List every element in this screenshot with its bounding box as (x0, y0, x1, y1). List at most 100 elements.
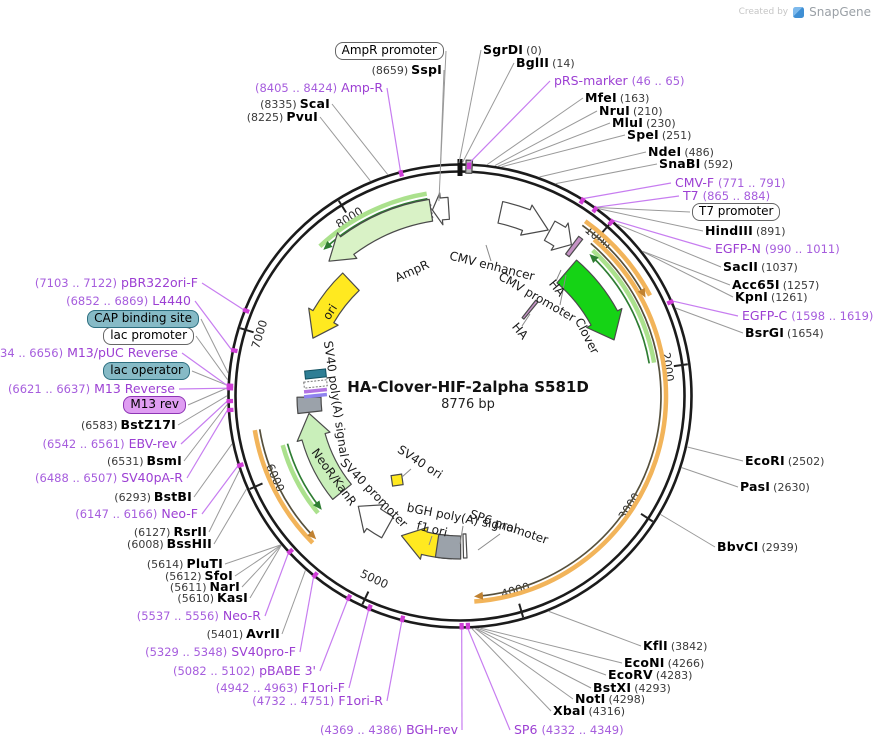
sv40-ori-feature[interactable] (390, 473, 404, 487)
label-sacii[interactable]: SacII (1037) (723, 259, 798, 274)
label-pasi[interactable]: PasI (2630) (740, 479, 810, 494)
tick-label: 5000 (358, 566, 390, 591)
callout-line (186, 409, 228, 479)
label-f1ori-r[interactable]: (4732 .. 4751) F1ori-R (252, 693, 383, 708)
label-t7[interactable]: T7 (865 .. 884) (683, 188, 771, 203)
label-mlui[interactable]: MluI (230) (612, 115, 676, 130)
primer-site-tick (398, 169, 404, 178)
label-amp-r[interactable]: (8405 .. 8424) Amp-R (255, 80, 383, 95)
primer-site-tick (366, 603, 373, 612)
label-egfp-n[interactable]: EGFP-N (990 .. 1011) (715, 241, 840, 256)
label-econi[interactable]: EcoNI (4266) (624, 655, 705, 670)
label-acc65i[interactable]: Acc65I (1257) (732, 277, 820, 292)
label-bbvci[interactable]: BbvCI (2939) (717, 539, 799, 554)
callout-line (480, 627, 623, 664)
label-snabi[interactable]: SnaBI (592) (659, 156, 734, 171)
ampr-feature[interactable] (328, 198, 434, 262)
label-nrui[interactable]: NruI (210) (599, 103, 663, 118)
callout-line (612, 219, 712, 250)
callout-line (201, 282, 244, 311)
label-scai[interactable]: (8335) ScaI (260, 96, 330, 111)
label-bstbi[interactable]: (6293) BstBI (114, 489, 192, 504)
label-sp6[interactable]: SP6 (4332 .. 4349) (514, 722, 624, 737)
label-f1ori-f[interactable]: (4942 .. 4963) F1ori-F (215, 680, 345, 695)
label-bsrgi[interactable]: BsrGI (1654) (745, 325, 824, 340)
label-bsmi[interactable]: (6531) BsmI (106, 453, 182, 468)
label-nari[interactable]: (5611) NarI (169, 579, 240, 594)
label-sfoi[interactable]: (5612) SfoI (164, 568, 233, 583)
callout-line (319, 599, 349, 672)
label-ecorv[interactable]: EcoRV (4283) (608, 667, 693, 682)
label-kasi[interactable]: (5610) KasI (177, 590, 248, 605)
label-prs-marker[interactable]: pRS-marker (46 .. 65) (554, 73, 685, 88)
sp6-promoter-feature[interactable] (462, 533, 468, 559)
label-pbabe-3[interactable]: (5082 .. 5102) pBABE 3' (172, 663, 316, 678)
callout-line (681, 467, 739, 488)
watermark: Created by SnapGene (739, 5, 871, 19)
label-ndei[interactable]: NdeI (486) (648, 144, 714, 159)
label-lac-operator[interactable]: lac operator (103, 362, 190, 380)
label-kpni[interactable]: KpnI (1261) (735, 289, 808, 304)
orf-orange-neo-region-line (258, 429, 317, 540)
label-avrii[interactable]: (5401) AvrII (206, 626, 280, 641)
label-pbr322ori-f[interactable]: (7103 .. 7122) pBR322ori-F (34, 275, 198, 290)
label-m13-reverse[interactable]: (6621 .. 6637) M13 Reverse (7, 381, 175, 396)
ha-tag-1-feature[interactable] (565, 235, 584, 258)
label-rsrii[interactable]: (6127) RsrII (133, 524, 207, 539)
label-kfli[interactable]: KflI (3842) (643, 638, 708, 653)
m13-site-feature[interactable] (303, 392, 328, 399)
connector-line (485, 244, 492, 262)
label-m13-puc-reverse[interactable]: (6634 .. 6656)M13/pUC Reverse (0, 345, 178, 360)
lac-operator-feature[interactable] (303, 387, 328, 394)
label-bsshii[interactable]: (6008) BssHII (127, 536, 212, 551)
label-mfei[interactable]: MfeI (163) (585, 90, 650, 105)
sv40-promoter-feature[interactable] (357, 504, 394, 539)
label-sv40pro-f[interactable]: (5329 .. 5348) SV40pro-F (145, 644, 296, 659)
label-spei[interactable]: SpeI (251) (627, 127, 692, 142)
sv40-polya-signal-feature[interactable] (296, 396, 323, 415)
tick-mark (337, 200, 347, 214)
primer-site-tick (666, 298, 675, 306)
bgh-polya-signal-feature[interactable] (434, 533, 462, 560)
callout-line (458, 49, 482, 164)
label-ebv-rev[interactable]: (6542 .. 6561) EBV-rev (42, 436, 177, 451)
neor-kanr-feature[interactable] (296, 412, 352, 500)
cmv-promoter-feature[interactable] (543, 220, 572, 251)
label-t7-promoter[interactable]: T7 promoter (692, 203, 781, 221)
callout-line (675, 307, 744, 334)
label-sv40pa-r[interactable]: (6488 .. 6507) SV40pA-R (35, 470, 183, 485)
label-cap-binding-site[interactable]: CAP binding site (87, 310, 199, 328)
cmv-enhancer-feature[interactable] (497, 201, 549, 236)
label-xbai[interactable]: XbaI (4316) (553, 703, 626, 718)
clover-feature[interactable] (556, 259, 623, 341)
label-cmv-f[interactable]: CMV-F (771 .. 791) (675, 175, 786, 190)
label-hindiii[interactable]: HindIII (891) (705, 223, 786, 238)
tick-mark (673, 363, 688, 368)
label-pluti[interactable]: (5614) PluTI (146, 556, 223, 571)
lac-promoter-feature[interactable] (303, 379, 328, 389)
label-m13-rev[interactable]: M13 rev (123, 396, 186, 414)
label-lac-promoter[interactable]: lac promoter (103, 327, 194, 345)
label-sgrdi[interactable]: SgrDI (0) (483, 42, 542, 57)
label-ecori[interactable]: EcoRI (2502) (745, 453, 825, 468)
ori-feature[interactable] (308, 272, 360, 339)
label-ampr-promoter[interactable]: AmpR promoter (334, 42, 444, 60)
label-l4440[interactable]: (6852 .. 6869) L4440 (66, 293, 191, 308)
label-neo-f[interactable]: (6147 .. 6166) Neo-F (75, 506, 198, 521)
ampr-promoter-feature[interactable] (431, 192, 450, 226)
label-egfp-c[interactable]: EGFP-C (1598 .. 1619) (742, 308, 874, 323)
label-noti[interactable]: NotI (4298) (575, 691, 646, 706)
label-neo-r[interactable]: (5537 .. 5556) Neo-R (136, 608, 261, 623)
label-pvui[interactable]: (8225) PvuI (246, 109, 318, 124)
primer-site-tick (230, 347, 238, 354)
label-sspi[interactable]: (8659) SspI (371, 62, 442, 77)
ha-tag-2-feature[interactable] (521, 299, 539, 320)
cap-binding-site-feature[interactable] (304, 368, 327, 380)
callout-line (386, 621, 403, 702)
label-bglii[interactable]: BglII (14) (516, 55, 575, 70)
label-bgh-rev[interactable]: (4369 .. 4386) BGH-rev (319, 722, 458, 737)
label-bstz17i[interactable]: (6583) BstZ17I (80, 417, 176, 432)
orf-orange-short (583, 219, 652, 297)
label-bstxi[interactable]: BstXI (4293) (593, 680, 671, 695)
